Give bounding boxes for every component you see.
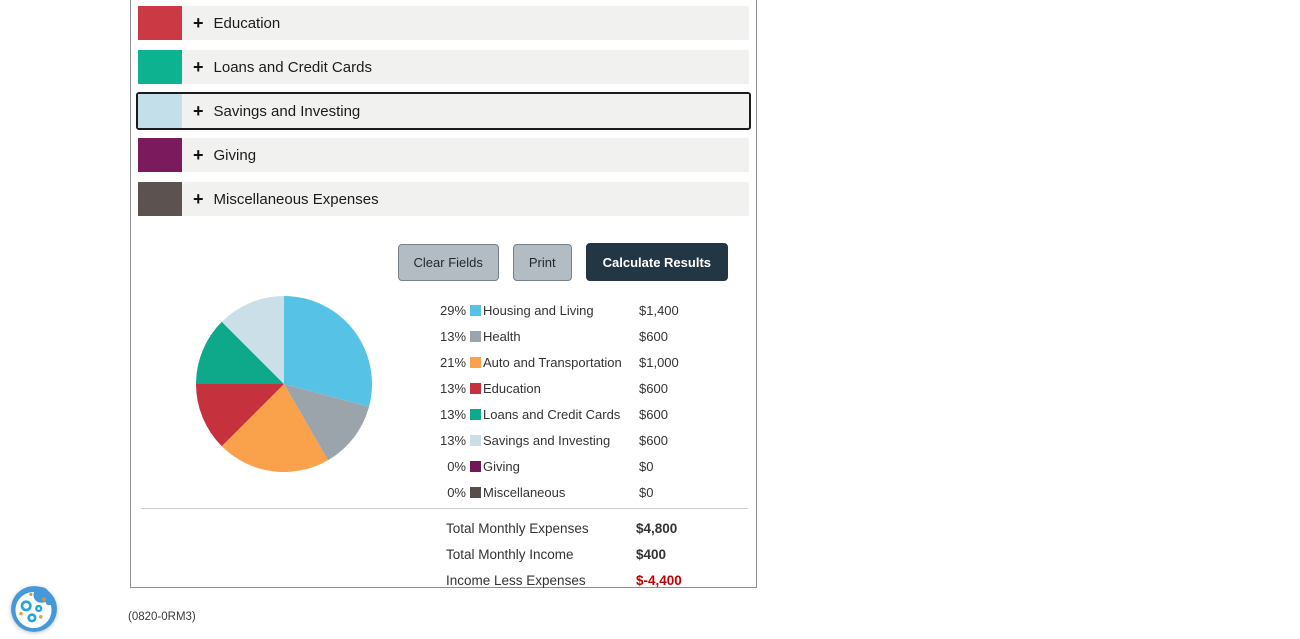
accordion-item-giving[interactable]: + Giving	[136, 136, 751, 174]
legend-color-swatch	[470, 486, 481, 498]
form-code-label: (0820-0RM3)	[128, 611, 196, 623]
legend-label: Health	[483, 328, 521, 344]
legend-row-housing-and-living: 29% Housing and Living $1,400	[440, 297, 679, 323]
legend-amount: $0	[639, 458, 654, 474]
accordion-item-label: Savings and Investing	[213, 102, 361, 120]
accordion-header-bar: + Loans and Credit Cards	[182, 50, 749, 84]
legend-amount: $600	[639, 406, 668, 422]
cookie-consent-button[interactable]	[9, 584, 59, 634]
category-color-swatch	[138, 6, 182, 40]
category-accordion: + Education + Loans and Credit Cards + Saving…	[136, 4, 751, 224]
total-row-total-monthly-income: Total Monthly Income $400	[446, 541, 682, 567]
plus-icon: +	[193, 101, 204, 121]
print-button[interactable]: Print	[512, 243, 572, 281]
accordion-header-bar: + Giving	[182, 138, 749, 172]
legend-row-auto-and-transportation: 21% Auto and Transportation $1,000	[440, 349, 679, 375]
legend-color-swatch	[470, 330, 481, 342]
plus-icon: +	[193, 13, 204, 33]
legend-percent: 13%	[440, 432, 467, 448]
category-color-swatch	[138, 138, 182, 172]
pie-slice-savings-and-investing	[221, 296, 284, 384]
legend-percent: 0%	[447, 484, 466, 500]
legend-color-swatch	[470, 382, 481, 394]
clear-fields-button[interactable]: Clear Fields	[397, 243, 499, 281]
plus-icon: +	[193, 57, 204, 77]
legend-label: Loans and Credit Cards	[483, 406, 621, 422]
pie-slice-loans-and-credit-cards	[196, 321, 284, 384]
accordion-item-education[interactable]: + Education	[136, 4, 751, 42]
legend-percent: 0%	[447, 458, 466, 474]
total-value: $4,800	[636, 520, 678, 536]
legend-percent: 21%	[440, 354, 467, 370]
accordion-item-savings-and-investing[interactable]: + Savings and Investing	[136, 92, 751, 130]
plus-icon: +	[193, 145, 204, 165]
category-color-swatch	[138, 182, 182, 216]
legend-row-savings-and-investing: 13% Savings and Investing $600	[440, 427, 679, 453]
total-row-total-monthly-expenses: Total Monthly Expenses $4,800	[446, 515, 682, 541]
legend-amount: $0	[639, 484, 654, 500]
cookie-icon	[11, 586, 57, 632]
legend-amount: $600	[639, 380, 668, 396]
legend-label: Housing and Living	[483, 302, 594, 318]
legend-color-swatch	[470, 304, 481, 316]
accordion-item-label: Giving	[213, 146, 257, 164]
legend-amount: $1,000	[639, 354, 679, 370]
total-row-income-less-expenses: Income Less Expenses $-4,400	[446, 567, 682, 593]
total-label: Total Monthly Expenses	[446, 520, 589, 536]
accordion-header-bar: + Education	[182, 6, 749, 40]
accordion-item-label: Miscellaneous Expenses	[213, 190, 379, 208]
pie-slice-housing-and-living	[284, 296, 372, 407]
legend-row-health: 13% Health $600	[440, 323, 679, 349]
expenses-pie-chart	[196, 296, 372, 473]
total-label: Income Less Expenses	[446, 572, 586, 588]
legend-row-giving: 0% Giving $0	[440, 453, 679, 479]
total-value: $400	[636, 546, 667, 562]
legend-amount: $600	[639, 432, 668, 448]
legend-label: Savings and Investing	[483, 432, 611, 448]
legend-label: Giving	[483, 458, 520, 474]
legend-color-swatch	[470, 460, 481, 472]
legend-percent: 29%	[440, 302, 467, 318]
legend-amount: $600	[639, 328, 668, 344]
category-color-swatch	[138, 50, 182, 84]
pie-slice-auto-and-transportation	[221, 384, 328, 473]
legend-row-miscellaneous: 0% Miscellaneous $0	[440, 479, 679, 505]
pie-slice-health	[284, 384, 369, 461]
totals-summary: Total Monthly Expenses $4,800 Total Monthl…	[446, 515, 682, 593]
accordion-item-loans-and-credit-cards[interactable]: + Loans and Credit Cards	[136, 48, 751, 86]
toolbar: Clear Fields Print Calculate Results	[131, 243, 728, 281]
legend-amount: $1,400	[639, 302, 679, 318]
legend-percent: 13%	[440, 380, 467, 396]
total-label: Total Monthly Income	[446, 546, 574, 562]
legend-percent: 13%	[440, 406, 467, 422]
legend-label: Miscellaneous	[483, 484, 566, 500]
legend-color-swatch	[470, 408, 481, 420]
totals-divider	[141, 508, 748, 509]
accordion-item-label: Loans and Credit Cards	[213, 58, 372, 76]
accordion-header-bar: + Miscellaneous Expenses	[182, 182, 749, 216]
calculate-results-button[interactable]: Calculate Results	[585, 243, 728, 281]
legend-row-education: 13% Education $600	[440, 375, 679, 401]
category-color-swatch	[138, 94, 182, 128]
legend-label: Education	[483, 380, 541, 396]
pie-chart-legend: 29% Housing and Living $1,400 13% Health $600…	[440, 297, 679, 505]
accordion-item-label: Education	[213, 14, 281, 32]
legend-label: Auto and Transportation	[483, 354, 622, 370]
pie-slice-education	[196, 384, 284, 447]
legend-percent: 13%	[440, 328, 467, 344]
plus-icon: +	[193, 189, 204, 209]
legend-color-swatch	[470, 356, 481, 368]
legend-row-loans-and-credit-cards: 13% Loans and Credit Cards $600	[440, 401, 679, 427]
budget-calculator-panel: + Education + Loans and Credit Cards + Saving…	[130, 0, 757, 588]
total-value: $-4,400	[636, 572, 682, 588]
legend-color-swatch	[470, 434, 481, 446]
accordion-header-bar: + Savings and Investing	[182, 94, 749, 128]
accordion-item-miscellaneous-expenses[interactable]: + Miscellaneous Expenses	[136, 180, 751, 218]
